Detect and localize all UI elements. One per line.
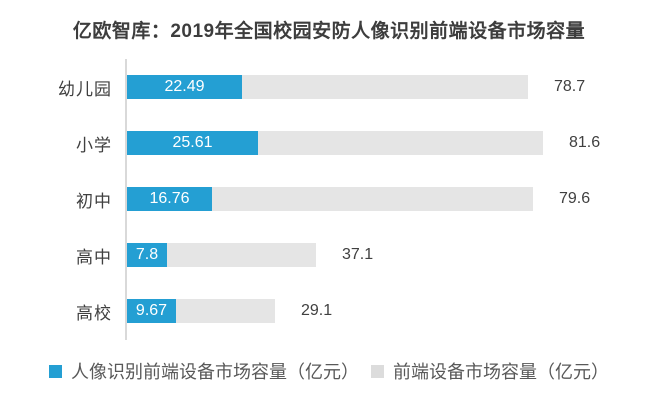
face-recognition-bar: 7.8 <box>127 243 167 267</box>
bar-row: 高校 9.67 29.1 <box>0 283 658 339</box>
bar-value-label-inside: 22.49 <box>164 78 205 95</box>
chart-title: 亿欧智库：2019年全国校园安防人像识别前端设备市场容量 <box>72 21 586 42</box>
bar-row: 幼儿园 22.49 78.7 <box>0 59 658 115</box>
bar-track: 7.8 37.1 <box>127 243 658 267</box>
bar-value-label-inside: 25.61 <box>172 134 213 151</box>
bar-plot-area: 幼儿园 22.49 78.7 小学 25.61 81.6 初中 16.76 79.6 高中 7.8 3… <box>0 59 658 339</box>
face-recognition-bar: 22.49 <box>127 75 242 99</box>
legend-label: 人像识别前端设备市场容量（亿元） <box>71 362 359 382</box>
category-label: 高中 <box>76 247 112 267</box>
bar-value-label-outside: 78.7 <box>554 78 586 95</box>
bar-value-label-outside: 37.1 <box>342 246 374 263</box>
bar-track: 22.49 78.7 <box>127 75 658 99</box>
bar-track: 25.61 81.6 <box>127 131 658 155</box>
face-recognition-bar: 16.76 <box>127 187 212 211</box>
bar-row: 小学 25.61 81.6 <box>0 115 658 171</box>
bar-row: 高中 7.8 37.1 <box>0 227 658 283</box>
legend-swatch-gray-icon <box>371 364 384 378</box>
category-axis-line <box>125 59 127 340</box>
bar-value-label-inside: 9.67 <box>135 302 168 319</box>
category-label: 初中 <box>76 191 112 211</box>
category-label: 小学 <box>76 135 112 155</box>
chart-legend: 人像识别前端设备市场容量（亿元） 前端设备市场容量（亿元） <box>0 358 658 384</box>
bar-track: 16.76 79.6 <box>127 187 658 211</box>
category-label: 幼儿园 <box>58 79 112 99</box>
bar-row: 初中 16.76 79.6 <box>0 171 658 227</box>
category-label: 高校 <box>76 303 112 323</box>
bar-value-label-outside: 29.1 <box>301 302 333 319</box>
bar-value-label-outside: 79.6 <box>559 190 591 207</box>
legend-item-face-recognition: 人像识别前端设备市场容量（亿元） <box>49 358 359 384</box>
face-recognition-bar: 9.67 <box>127 299 176 323</box>
legend-item-frontend-total: 前端设备市场容量（亿元） <box>371 358 609 384</box>
bar-track: 9.67 29.1 <box>127 299 658 323</box>
legend-swatch-blue-icon <box>49 364 62 378</box>
bar-value-label-outside: 81.6 <box>569 134 601 151</box>
legend-label: 前端设备市场容量（亿元） <box>393 362 609 382</box>
bar-value-label-inside: 16.76 <box>149 190 190 207</box>
face-recognition-bar: 25.61 <box>127 131 258 155</box>
bar-value-label-inside: 7.8 <box>135 246 159 263</box>
